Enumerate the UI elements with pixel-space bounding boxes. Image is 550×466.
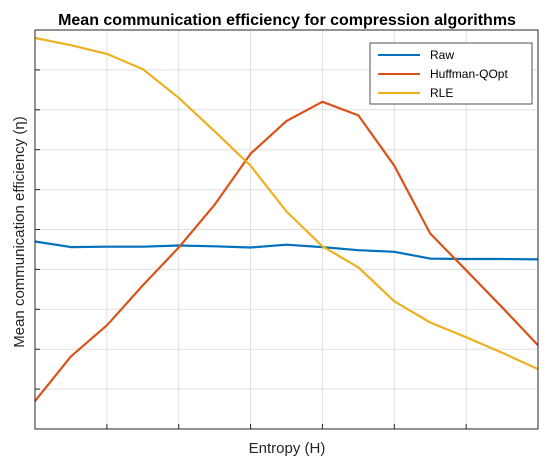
axes-box	[34, 29, 539, 430]
series-layer	[34, 36, 539, 402]
x-axis-label: Entropy (H)	[249, 440, 326, 457]
legend-label-raw: Raw	[430, 48, 454, 62]
series-line-huffman-qopt	[34, 100, 539, 402]
y-axis-label: Mean communication efficiency (η)	[11, 116, 28, 348]
legend-label-rle: RLE	[430, 86, 453, 100]
series-line-rle	[34, 36, 539, 371]
legend-label-huffman-qopt: Huffman-QOpt	[430, 67, 508, 81]
chart-title: Mean communication efficiency for compre…	[58, 12, 516, 29]
legend: Raw Huffman-QOpt RLE	[369, 42, 533, 105]
